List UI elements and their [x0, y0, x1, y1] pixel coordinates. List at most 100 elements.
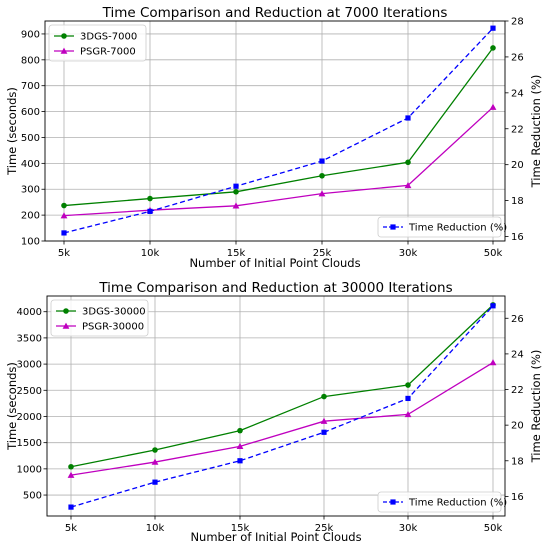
data-point-time-reduction — [490, 303, 496, 309]
y-right-tick-label: 24 — [511, 349, 524, 360]
x-tick-label: 15k — [227, 248, 246, 259]
data-point-psgr-30000 — [67, 471, 75, 478]
x-tick-label: 15k — [231, 523, 250, 534]
legend-label: PSGR-7000 — [80, 47, 136, 58]
y-tick-label: 700 — [21, 81, 40, 92]
y-right-tick-label: 22 — [511, 124, 524, 135]
y-tick-label: 400 — [21, 159, 40, 170]
x-tick-label: 50k — [484, 248, 503, 259]
y-right-tick-label: 20 — [511, 160, 524, 171]
data-point-3dgs-30000 — [321, 393, 327, 400]
y-right-tick-label: 18 — [511, 196, 524, 207]
data-point-time-reduction — [147, 208, 153, 214]
x-tick-label: 30k — [399, 248, 418, 259]
data-point-time-reduction — [61, 230, 67, 236]
legend-label: Time Reduction (%) — [408, 498, 507, 509]
y-tick-label: 1000 — [17, 464, 42, 475]
data-point-3dgs-30000 — [152, 447, 158, 453]
series-line-time-reduction — [70, 305, 494, 508]
data-point-3dgs-7000 — [490, 45, 496, 51]
series-line-psgr-30000 — [70, 361, 494, 476]
data-point-psgr-30000 — [151, 458, 159, 465]
data-point-time-reduction — [233, 183, 239, 189]
series-line-3dgs-7000 — [63, 47, 494, 207]
data-point-psgr-30000 — [489, 359, 497, 366]
legend-label: 3DGS-7000 — [80, 32, 137, 43]
y-right-tick-label: 16 — [511, 492, 524, 503]
x-tick-label: 10k — [146, 523, 165, 534]
legend-marker-3dgs-7000 — [61, 33, 67, 39]
data-point-time-reduction — [237, 458, 243, 464]
x-tick-label: 50k — [484, 523, 503, 534]
x-tick-label: 5k — [65, 523, 77, 534]
data-point-psgr-7000 — [60, 212, 68, 219]
data-point-psgr-30000 — [236, 442, 244, 450]
x-tick-label: 25k — [313, 248, 332, 259]
y-axis-label: Time (seconds) — [5, 87, 19, 176]
data-point-time-reduction — [321, 429, 327, 435]
data-point-3dgs-30000 — [237, 427, 243, 434]
series-line-time-reduction — [63, 27, 494, 234]
legend-marker-psgr-30000 — [62, 322, 70, 329]
x-tick-label: 30k — [399, 523, 418, 534]
legend-box-right — [377, 491, 502, 513]
x-tick-label: 10k — [141, 248, 160, 259]
x-tick-label: 5k — [58, 248, 70, 259]
data-point-time-reduction — [319, 158, 325, 164]
y-tick-label: 800 — [21, 55, 40, 66]
y-right-tick-label: 26 — [511, 314, 524, 325]
chart-title: Time Comparison and Reduction at 7000 It… — [102, 5, 448, 21]
y-right-tick-label: 28 — [511, 17, 524, 28]
data-point-psgr-7000 — [232, 202, 240, 209]
y-tick-label: 200 — [21, 211, 40, 222]
data-point-3dgs-7000 — [61, 202, 67, 209]
y-right-tick-label: 22 — [511, 385, 524, 396]
y-tick-label: 500 — [23, 491, 42, 502]
y-tick-label: 1500 — [17, 438, 42, 449]
y-tick-label: 900 — [21, 29, 40, 40]
data-point-psgr-7000 — [489, 103, 497, 110]
data-point-psgr-30000 — [404, 410, 412, 418]
data-point-time-reduction — [405, 115, 411, 121]
y-tick-label: 300 — [21, 185, 40, 196]
y-tick-label: 100 — [21, 237, 40, 248]
y-tick-label: 2500 — [17, 386, 42, 397]
y-axis-label: Time (seconds) — [5, 362, 19, 451]
legend-box — [50, 299, 149, 337]
y-right-tick-label: 26 — [511, 52, 524, 63]
x-axis-label: Number of Initial Point Clouds — [190, 530, 361, 544]
data-point-time-reduction — [68, 504, 74, 510]
y-tick-label: 600 — [21, 107, 40, 118]
y-tick-label: 4000 — [17, 307, 42, 318]
data-point-3dgs-30000 — [405, 382, 411, 388]
plot-frame — [46, 295, 506, 517]
chart-30000-iterations: Time Comparison and Reduction at 30000 I… — [5, 280, 543, 544]
data-point-psgr-30000 — [320, 417, 328, 424]
legend-marker-psgr-7000 — [60, 47, 68, 54]
data-point-time-reduction — [152, 479, 158, 485]
series-line-psgr-7000 — [63, 106, 494, 217]
data-point-3dgs-7000 — [319, 172, 325, 179]
legend-box-right — [377, 216, 502, 238]
y-right-axis-label: Time Reduction (%) — [529, 350, 543, 464]
data-point-3dgs-7000 — [405, 159, 411, 166]
legend-marker-time-reduction — [390, 499, 396, 505]
chart-7000-iterations: Time Comparison and Reduction at 7000 It… — [5, 5, 543, 270]
legend-marker-time-reduction — [390, 224, 396, 230]
y-tick-label: 2000 — [17, 412, 42, 423]
data-point-3dgs-7000 — [147, 195, 153, 202]
y-right-tick-label: 20 — [511, 421, 524, 432]
data-point-psgr-7000 — [318, 190, 326, 197]
plot-frame — [44, 20, 506, 242]
x-tick-label: 25k — [315, 523, 334, 534]
data-point-3dgs-30000 — [68, 463, 74, 470]
legend-marker-3dgs-30000 — [63, 308, 69, 314]
legend-label: Time Reduction (%) — [408, 223, 507, 234]
chart-title: Time Comparison and Reduction at 30000 I… — [98, 280, 452, 296]
data-point-psgr-7000 — [404, 181, 412, 189]
data-point-3dgs-7000 — [233, 189, 239, 195]
y-tick-label: 500 — [21, 133, 40, 144]
y-right-tick-label: 16 — [511, 232, 524, 243]
data-point-time-reduction — [405, 395, 411, 402]
